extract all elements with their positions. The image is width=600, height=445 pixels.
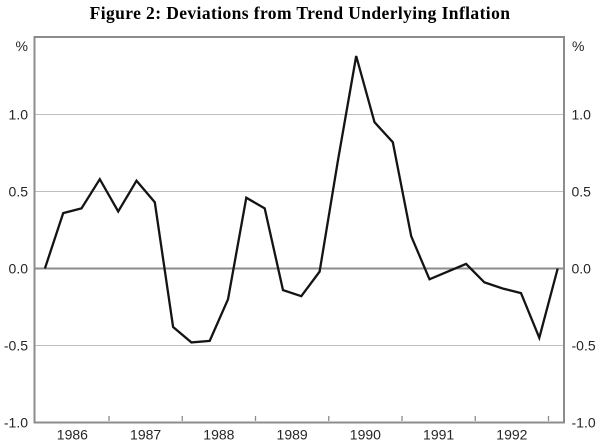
data-line bbox=[43, 55, 559, 344]
y-axis-label-right: 1.0 bbox=[572, 107, 592, 123]
chart-title: Figure 2: Deviations from Trend Underlyi… bbox=[89, 3, 511, 23]
x-axis-year-label: 1989 bbox=[277, 427, 308, 443]
x-axis-year-label: 1988 bbox=[203, 427, 234, 443]
y-axis-label-left: 0.5 bbox=[9, 184, 29, 200]
y-axis-label-right: 0.0 bbox=[572, 261, 592, 277]
y-axis-label-right: -0.5 bbox=[572, 338, 596, 354]
y-axis-label-left: -0.5 bbox=[4, 338, 28, 354]
x-axis-year-label: 1991 bbox=[423, 427, 454, 443]
plot-frame bbox=[33, 36, 565, 424]
y-axis-label-left: 1.0 bbox=[9, 107, 29, 123]
x-axis-year-label: 1986 bbox=[57, 427, 88, 443]
x-axis-year-label: 1992 bbox=[496, 427, 527, 443]
y-axis-unit-right: % bbox=[572, 38, 585, 54]
y-axis-label-left: 0.0 bbox=[9, 261, 29, 277]
y-axis-label-left: -1.0 bbox=[4, 415, 28, 431]
x-axis-year-label: 1987 bbox=[130, 427, 161, 443]
x-axis-year-label: 1990 bbox=[350, 427, 381, 443]
y-axis-label-right: 0.5 bbox=[572, 184, 592, 200]
y-axis-unit-left: % bbox=[15, 38, 28, 54]
y-axis-label-right: -1.0 bbox=[572, 415, 596, 431]
